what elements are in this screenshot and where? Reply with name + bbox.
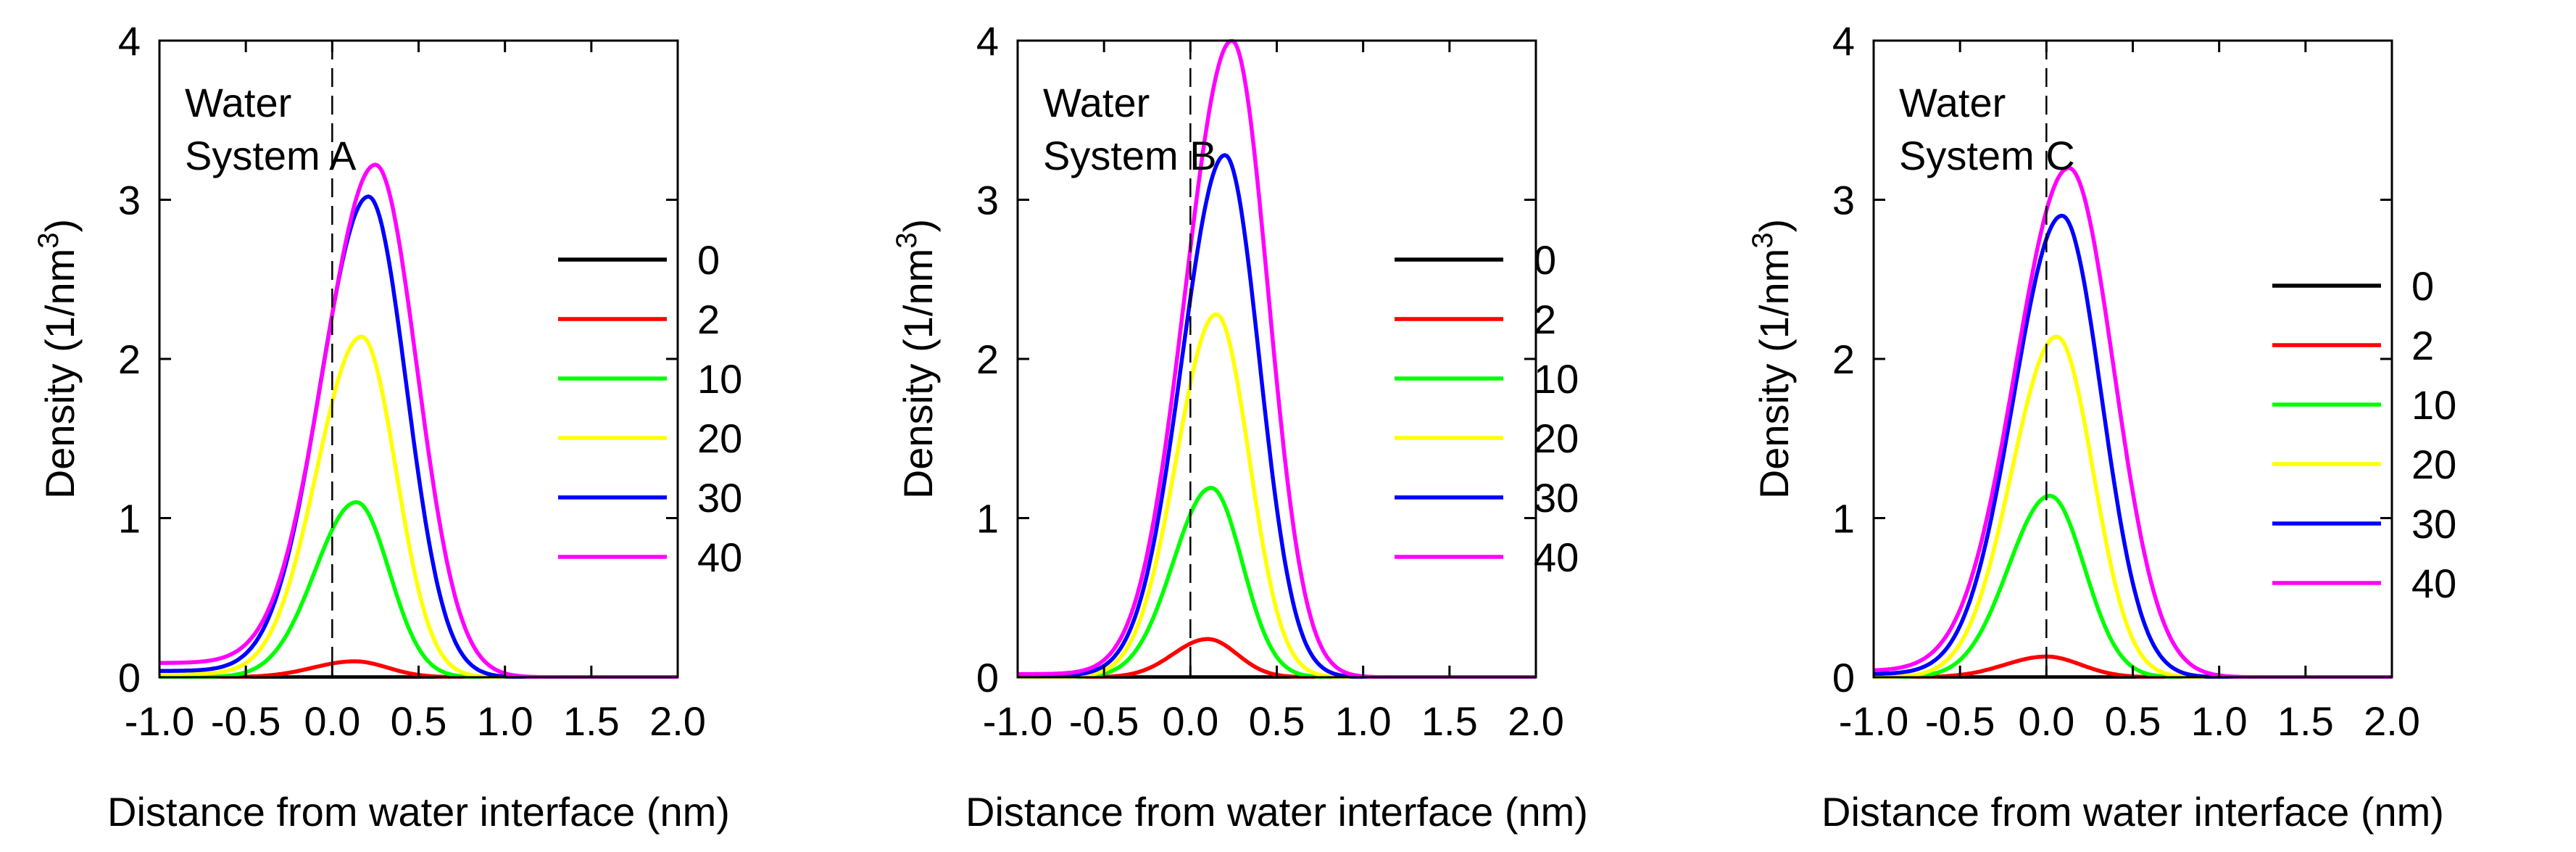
y-tick-label: 0	[118, 655, 141, 700]
x-tick-label: -1.0	[125, 698, 195, 744]
x-tick-label: 2.0	[1508, 698, 1564, 744]
y-tick-label: 3	[1832, 178, 1855, 223]
panel-annotation: Water	[1043, 80, 1150, 125]
series-line-40	[1874, 165, 2392, 679]
legend-label-2: 2	[697, 297, 720, 342]
y-tick-label: 1	[1832, 496, 1855, 542]
x-tick-label: -1.0	[1839, 698, 1909, 744]
panel-b: -1.0 -0.5 0.0 0.5 1.0 1.5 2.0 0 1 2 3 4 Distance fro…	[891, 18, 1588, 835]
legend-label-0: 0	[1534, 237, 1556, 283]
x-tick-label: 0.0	[2018, 698, 2074, 744]
legend-label-40: 40	[2411, 561, 2456, 606]
x-tick-label: 0.5	[1249, 698, 1305, 744]
x-axis-title: Distance from water interface (nm)	[1821, 789, 2444, 835]
legend-label-30: 30	[1534, 475, 1579, 521]
legend-label-0: 0	[2411, 263, 2434, 309]
series-line-30	[1018, 153, 1536, 679]
x-tick-label: 1.0	[477, 698, 533, 744]
x-tick-label: -1.0	[983, 698, 1053, 744]
x-tick-label: 1.5	[2277, 698, 2334, 744]
legend-label-20: 20	[697, 415, 742, 461]
legend-label-30: 30	[2411, 501, 2456, 547]
x-axis-title: Distance from water interface (nm)	[107, 789, 730, 835]
y-tick-label: 0	[1832, 655, 1855, 700]
y-tick-label: 1	[118, 496, 141, 542]
x-tick-label: 2.0	[2364, 698, 2420, 744]
x-tick-label: 0.0	[304, 698, 360, 744]
legend-label-10: 10	[697, 356, 742, 402]
y-tick-label: 2	[976, 336, 999, 382]
panel-annotation: System A	[185, 133, 357, 178]
legend-label-2: 2	[2411, 323, 2434, 368]
panel-annotation: Water	[1899, 80, 2006, 125]
y-axis-title: Density (1/nm3)	[33, 219, 83, 499]
legend-label-0: 0	[697, 237, 720, 283]
legend: 0 2 10 20 30 40	[558, 237, 742, 580]
x-tick-label: 0.5	[2105, 698, 2161, 744]
legend-label-30: 30	[697, 475, 742, 521]
y-tick-label: 2	[118, 336, 141, 382]
x-tick-label: 1.5	[1421, 698, 1478, 744]
legend-label-20: 20	[2411, 442, 2456, 487]
x-tick-label: -0.5	[1069, 698, 1139, 744]
x-tick-label: 1.0	[2191, 698, 2248, 744]
y-tick-label: 4	[118, 18, 141, 64]
x-tick-label: 1.0	[1335, 698, 1392, 744]
curves	[159, 162, 678, 679]
curves	[1874, 165, 2392, 679]
panel-annotation: System C	[1899, 133, 2075, 178]
y-tick-label: 3	[976, 178, 999, 223]
legend-label-40: 40	[697, 534, 742, 580]
panel-a: -1.0 -0.5 0.0 0.5 1.0 1.5 2.0 0 1 2 3 4 Distance fro…	[33, 18, 742, 835]
y-axis-title: Density (1/nm3)	[1747, 219, 1797, 499]
legend: 0 2 10 20 30 40	[1395, 237, 1579, 580]
legend: 0 2 10 20 30 40	[2272, 263, 2456, 606]
y-tick-label: 4	[1832, 18, 1855, 64]
y-tick-label: 3	[118, 178, 141, 223]
y-tick-label: 4	[976, 18, 999, 64]
legend-label-2: 2	[1534, 297, 1556, 342]
y-tick-label: 2	[1832, 336, 1855, 382]
panel-annotation: System B	[1043, 133, 1217, 178]
x-tick-label: 1.5	[563, 698, 620, 744]
y-tick-label: 1	[976, 496, 999, 542]
x-axis-title: Distance from water interface (nm)	[965, 789, 1588, 835]
y-tick-label: 0	[976, 655, 999, 700]
legend-label-20: 20	[1534, 415, 1579, 461]
x-tick-label: 2.0	[649, 698, 706, 744]
legend-label-10: 10	[1534, 356, 1579, 402]
x-tick-label: 0.0	[1162, 698, 1218, 744]
panel-c: -1.0 -0.5 0.0 0.5 1.0 1.5 2.0 0 1 2 3 4 Distance fro…	[1747, 18, 2456, 835]
x-tick-label: -0.5	[211, 698, 281, 744]
legend-label-40: 40	[1534, 534, 1579, 580]
y-axis-title: Density (1/nm3)	[891, 219, 941, 499]
x-tick-label: 0.5	[391, 698, 447, 744]
series-line-40	[159, 162, 678, 679]
x-tick-label: -0.5	[1925, 698, 1995, 744]
legend-label-10: 10	[2411, 382, 2456, 428]
panel-annotation: Water	[185, 80, 291, 125]
